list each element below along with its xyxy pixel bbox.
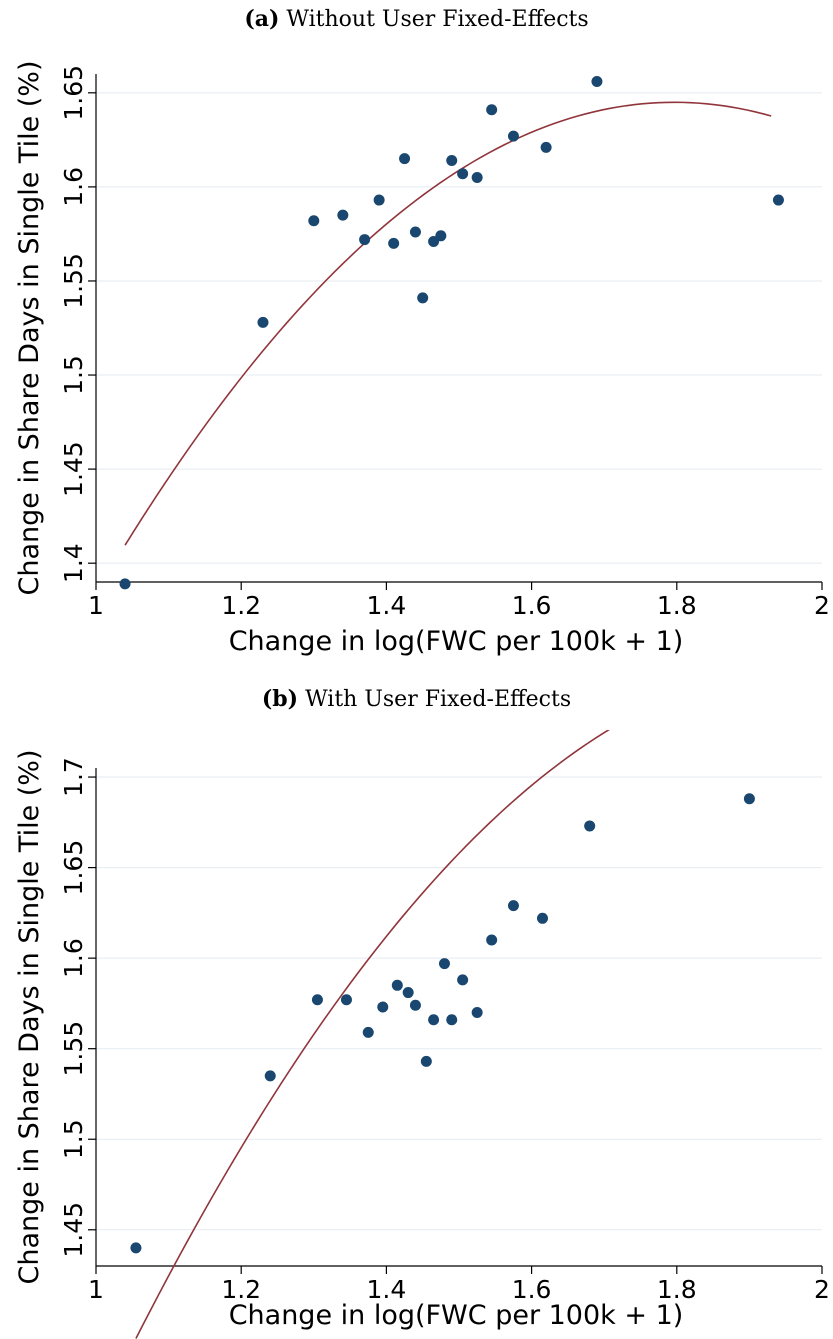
chart-panel-b: 1.45 1.5 1.55 1.6 1.65 1.7 1 1.2 1.4 1.6 1.8 2 Chang…	[14, 730, 830, 1339]
y-tick-label: 1.4	[59, 543, 88, 583]
data-point	[435, 230, 447, 242]
data-point	[388, 237, 400, 249]
data-point	[420, 1055, 432, 1067]
data-point	[486, 104, 498, 116]
data-point	[119, 578, 131, 590]
x-tick-label: 1.4	[367, 591, 407, 620]
data-point	[130, 1242, 142, 1254]
data-point	[591, 76, 603, 88]
panel-a-tag: (a)	[244, 6, 280, 32]
data-point	[359, 234, 371, 246]
data-point	[584, 820, 596, 832]
data-point	[311, 994, 323, 1006]
data-point	[457, 974, 469, 986]
x-tick-label: 2	[814, 1275, 830, 1304]
x-tick-label: 2	[814, 591, 830, 620]
x-tick-label: 1.2	[221, 1275, 261, 1304]
data-point	[743, 793, 755, 805]
data-point	[507, 130, 519, 142]
y-tick-label: 1.45	[59, 441, 88, 497]
data-point	[402, 987, 414, 999]
data-point	[507, 900, 519, 912]
x-tick-label: 1.6	[512, 591, 552, 620]
data-point	[257, 316, 269, 328]
data-point	[536, 912, 548, 924]
x-tick-label: 1.8	[657, 1275, 697, 1304]
y-axis-label: Change in Share Days in Single Tile (%)	[14, 750, 45, 1285]
panel-b-title: (b) With User Fixed-Effects	[0, 686, 833, 712]
data-point	[373, 194, 385, 206]
panel-b-title-text: With User Fixed-Effects	[305, 687, 572, 712]
data-point	[417, 292, 429, 304]
data-point	[340, 994, 352, 1006]
data-point	[409, 226, 421, 238]
y-tick-label: 1.5	[59, 355, 88, 395]
data-point	[457, 168, 469, 180]
data-point	[471, 1006, 483, 1018]
data-point	[486, 934, 498, 946]
y-tick-label: 1.7	[59, 757, 88, 797]
x-axis-label: Change in log(FWC per 100k + 1)	[229, 1300, 684, 1331]
x-tick-label: 1	[88, 1275, 104, 1304]
x-tick-label: 1.6	[512, 1275, 552, 1304]
x-tick-label: 1.2	[221, 591, 261, 620]
fit-line	[135, 730, 611, 1339]
x-tick-label: 1.8	[657, 591, 697, 620]
data-point	[428, 1014, 440, 1026]
panel-b-tag: (b)	[261, 686, 299, 712]
data-point	[377, 1001, 389, 1013]
data-point	[391, 979, 403, 991]
y-tick-label: 1.65	[59, 65, 88, 121]
data-point	[362, 1026, 374, 1038]
y-tick-label: 1.45	[59, 1202, 88, 1258]
x-tick-label: 1.4	[367, 1275, 407, 1304]
data-point	[337, 209, 349, 221]
y-tick-label: 1.55	[59, 1021, 88, 1077]
data-point	[399, 153, 411, 165]
data-point	[308, 215, 320, 227]
data-point	[446, 155, 458, 167]
data-point	[438, 958, 450, 970]
data-point	[471, 171, 483, 183]
panel-a-title: (a) Without User Fixed-Effects	[0, 6, 833, 32]
data-point	[446, 1014, 458, 1026]
y-axis-label: Change in Share Days in Single Tile (%)	[14, 61, 45, 596]
y-tick-label: 1.6	[59, 167, 88, 207]
y-tick-label: 1.65	[59, 840, 88, 896]
x-tick-label: 1	[88, 591, 104, 620]
data-point	[772, 194, 784, 206]
data-point	[540, 141, 552, 153]
fit-line	[124, 101, 772, 546]
chart-panel-a: 1.4 1.45 1.5 1.55 1.6 1.65 1 1.2 1.4 1.6 1.8 2 Chang…	[14, 61, 830, 657]
data-point	[264, 1070, 276, 1082]
data-point	[409, 999, 421, 1011]
x-axis-label: Change in log(FWC per 100k + 1)	[229, 626, 684, 657]
panel-a-title-text: Without User Fixed-Effects	[286, 7, 589, 32]
y-tick-label: 1.6	[59, 938, 88, 978]
y-tick-label: 1.5	[59, 1119, 88, 1159]
y-tick-label: 1.55	[59, 253, 88, 309]
